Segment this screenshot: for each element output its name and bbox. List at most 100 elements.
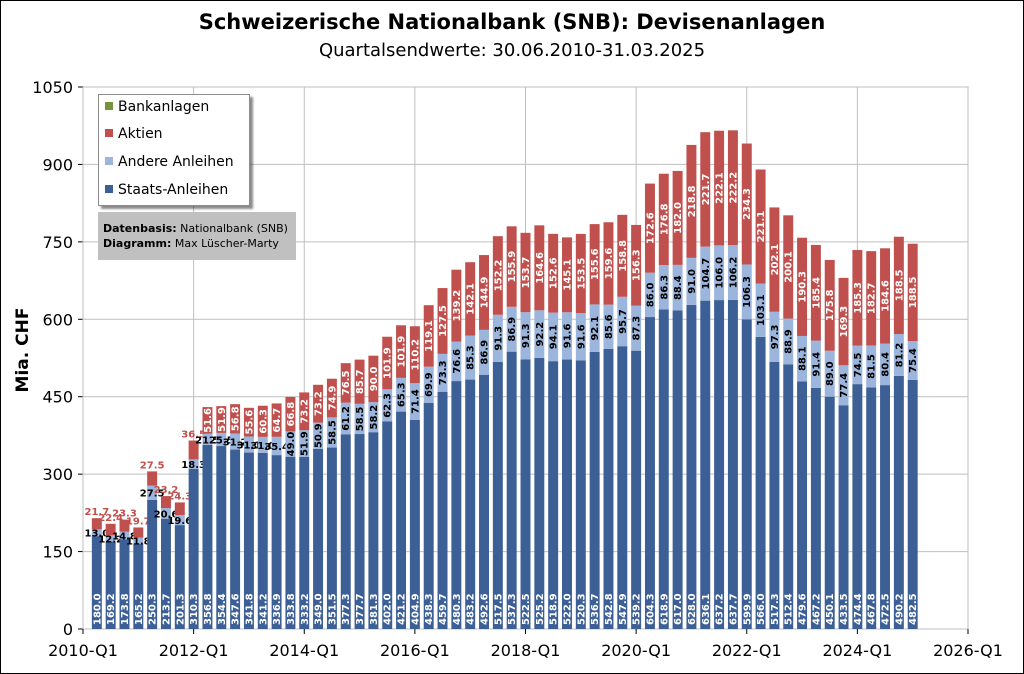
y-tick-label: 1050: [32, 78, 73, 97]
data-label: 180.0: [92, 593, 103, 625]
y-tick-label: 450: [42, 388, 73, 407]
data-label: 156.3: [632, 249, 643, 281]
bar-aktien-2022-Q4: [783, 215, 794, 319]
bar-aktien-2023-Q4: [838, 277, 849, 366]
chart-title: Schweizerische Nationalbank (SNB): Devis…: [198, 10, 826, 34]
data-label: 341.8: [244, 593, 255, 625]
data-label: 492.6: [480, 593, 491, 625]
data-label: 164.6: [535, 252, 546, 284]
bar-aktien-2019-Q2: [589, 224, 600, 305]
data-label: 106.0: [715, 257, 726, 289]
data-label: 18.3: [181, 460, 206, 471]
data-label: 85.3: [466, 345, 477, 370]
data-label: 173.8: [120, 593, 131, 625]
data-label: 336.9: [272, 593, 283, 625]
bar-andere-anleihen-2011-Q1: [133, 537, 144, 544]
legend-item-aktien: Aktien: [105, 125, 163, 143]
bar-staats-anleihen-2016-Q3: [437, 391, 448, 629]
data-label: 490.2: [894, 593, 905, 625]
bar-aktien-2023-Q2: [810, 244, 821, 341]
data-label: 184.6: [881, 280, 892, 312]
data-label: 85.7: [355, 369, 366, 394]
bar-aktien-2022-Q1: [741, 143, 752, 265]
bar-staats-anleihen-2024-Q1: [852, 384, 863, 629]
bar-aktien-2020-Q1: [631, 224, 642, 306]
bar-staats-anleihen-2017-Q2: [479, 374, 489, 629]
data-label: 86.3: [659, 275, 670, 300]
legend-swatch-icon: [105, 129, 113, 137]
bar-staats-anleihen-2015-Q3: [382, 421, 393, 629]
data-label: 21.7: [84, 507, 109, 518]
legend-swatch-icon: [105, 185, 113, 193]
bar-staats-anleihen-2017-Q1: [465, 379, 476, 629]
bar-staats-anleihen-2020-Q3: [658, 309, 669, 629]
data-label: 73.2: [300, 399, 311, 424]
data-label: 90.0: [369, 367, 380, 392]
y-tick-label: 750: [42, 233, 73, 252]
data-label: 21.5: [195, 435, 220, 446]
bar-staats-anleihen-2024-Q3: [880, 385, 891, 629]
data-label: 377.7: [355, 593, 366, 625]
bar-aktien-2019-Q4: [617, 214, 628, 297]
data-label: 86.9: [507, 317, 518, 342]
data-label: 222.2: [728, 172, 739, 204]
data-label: 636.1: [701, 593, 712, 625]
bar-aktien-2018-Q1: [520, 232, 531, 313]
bar-andere-anleihen-2012-Q4: [230, 433, 241, 450]
data-label: 139.2: [452, 290, 463, 322]
data-label: 472.5: [881, 593, 892, 625]
bar-aktien-2014-Q2: [313, 384, 324, 423]
data-label: 310.3: [189, 593, 200, 625]
bar-staats-anleihen-2020-Q4: [672, 310, 683, 629]
data-label: 333.8: [286, 593, 297, 625]
data-label: 158.8: [618, 240, 629, 272]
data-label: 51.9: [300, 431, 311, 456]
data-label: 91.6: [576, 324, 587, 349]
bar-andere-anleihen-2024-Q2: [866, 345, 877, 388]
bar-aktien-2013-Q3: [271, 403, 282, 437]
data-label: 483.2: [466, 593, 477, 625]
bar-aktien-2015-Q2: [368, 355, 379, 403]
bar-aktien-2022-Q3: [769, 207, 780, 312]
bar-staats-anleihen-2019-Q4: [617, 346, 628, 629]
data-label: 450.1: [825, 593, 836, 625]
data-label: 91.0: [687, 269, 698, 294]
bar-andere-anleihen-2022-Q2: [755, 283, 766, 337]
data-label: 25.5: [209, 435, 234, 446]
bar-staats-anleihen-2018-Q1: [520, 359, 531, 629]
bar-staats-anleihen-2015-Q2: [368, 432, 379, 629]
author-value: Max Lüscher-Marty: [174, 237, 279, 250]
data-label: 23.3: [112, 509, 137, 520]
data-label: 91.3: [493, 326, 504, 351]
data-label: 81.5: [867, 354, 878, 379]
data-label: 104.7: [701, 258, 712, 290]
data-label: 547.9: [618, 593, 629, 625]
data-label: 58.2: [369, 405, 380, 430]
bar-staats-anleihen-2011-Q1: [133, 543, 144, 629]
bar-staats-anleihen-2013-Q3: [271, 455, 282, 629]
data-label: 467.2: [811, 593, 822, 625]
bar-staats-anleihen-2019-Q1: [575, 360, 586, 629]
data-label: 31.2: [223, 438, 248, 449]
data-label: 49.0: [286, 432, 297, 457]
data-label: 467.8: [867, 593, 878, 625]
bar-staats-anleihen-2011-Q4: [174, 525, 185, 629]
data-label: 85.6: [604, 314, 615, 339]
data-label: 165.2: [134, 593, 145, 625]
bar-aktien-2024-Q4: [893, 236, 904, 335]
bar-aktien-2012-Q2: [202, 407, 213, 434]
bar-aktien-2017-Q2: [479, 255, 489, 330]
data-label: 637.2: [715, 593, 726, 625]
bar-andere-anleihen-2020-Q4: [672, 264, 683, 311]
data-label: 50.9: [314, 423, 325, 448]
data-label: 69.9: [424, 372, 435, 397]
bar-andere-anleihen-2013-Q2: [257, 436, 268, 453]
bar-aktien-2018-Q3: [548, 233, 559, 313]
data-label: 512.4: [784, 593, 795, 625]
legend-swatch-icon: [105, 157, 113, 165]
legend-label: Aktien: [118, 126, 163, 142]
data-label: 81.2: [894, 343, 905, 368]
y-tick-label: 0: [63, 620, 73, 639]
data-label: 101.9: [397, 336, 408, 368]
data-label: 480.3: [452, 593, 463, 625]
